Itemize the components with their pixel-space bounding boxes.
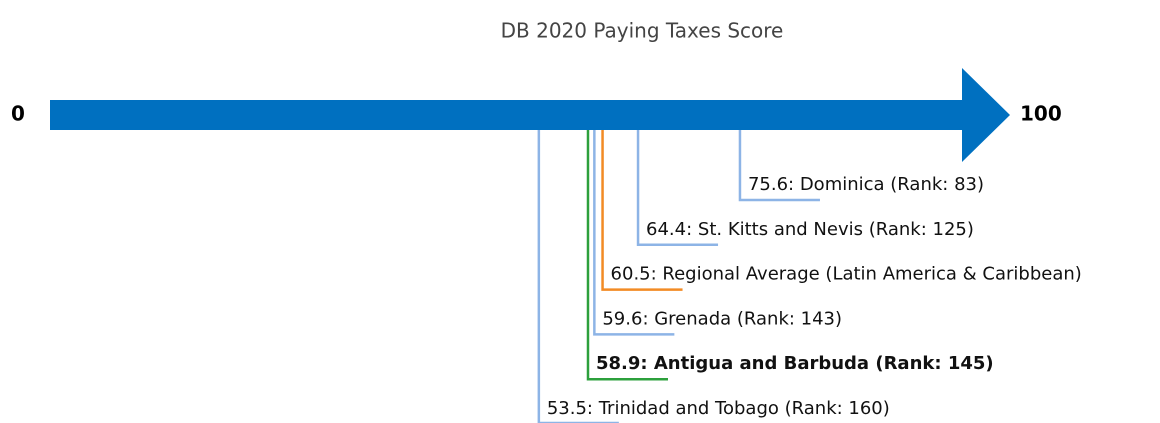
x-tick-label: 100 [1020,102,1062,126]
leader-line [601,130,683,291]
x-tick-label: 0 [11,102,25,126]
chart-title: DB 2020 Paying Taxes Score [501,19,784,43]
item-label: 60.5: Regional Average (Latin America & … [611,264,1082,285]
leader-line [537,130,619,423]
item-label: 59.6: Grenada (Rank: 143) [602,308,842,329]
leader-line [636,130,719,247]
leader-line [586,130,668,381]
item-label: 58.9: Antigua and Barbuda (Rank: 145) [596,353,994,374]
arrow [50,68,1010,162]
item-label: 53.5: Trinidad and Tobago (Rank: 160) [547,398,890,419]
leader-line [593,130,675,336]
item-label: 75.6: Dominica (Rank: 83) [748,174,984,195]
leader-line [738,130,820,202]
item-label: 64.4: St. Kitts and Nevis (Rank: 125) [646,219,974,240]
